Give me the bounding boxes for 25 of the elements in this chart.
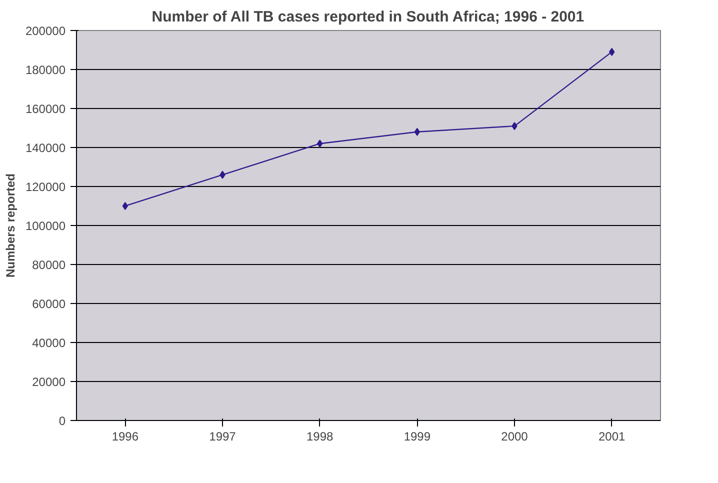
y-tick-label: 200000 xyxy=(25,24,66,38)
x-tick-label: 2000 xyxy=(501,430,528,444)
y-tick-label: 180000 xyxy=(25,63,66,77)
y-tick-label: 160000 xyxy=(25,102,66,116)
x-tick-label: 1997 xyxy=(209,430,236,444)
y-tick-label: 100000 xyxy=(25,219,66,233)
x-tick-label: 1998 xyxy=(306,430,334,444)
point xyxy=(122,202,128,210)
point xyxy=(414,128,420,136)
y-axis-title: Numbers reported xyxy=(3,173,18,278)
y-tick-label: 20000 xyxy=(32,375,66,389)
y-tick-label: 40000 xyxy=(32,336,66,350)
x-tick-label: 1999 xyxy=(404,430,431,444)
point xyxy=(609,48,615,56)
chart-title: Number of All TB cases reported in South Africa; 1996 - 2001 xyxy=(152,8,584,26)
y-tick-label: 80000 xyxy=(32,258,66,272)
x-tick-label: 1996 xyxy=(112,430,139,444)
x-tick-label: 2001 xyxy=(598,430,626,444)
point xyxy=(317,140,323,148)
y-tick-label: 60000 xyxy=(32,297,66,311)
y-tick-label: 140000 xyxy=(25,141,66,155)
y-tick-label: 120000 xyxy=(25,180,66,194)
y-tick-label: 0 xyxy=(58,414,66,428)
point xyxy=(512,122,518,130)
point xyxy=(220,170,226,179)
